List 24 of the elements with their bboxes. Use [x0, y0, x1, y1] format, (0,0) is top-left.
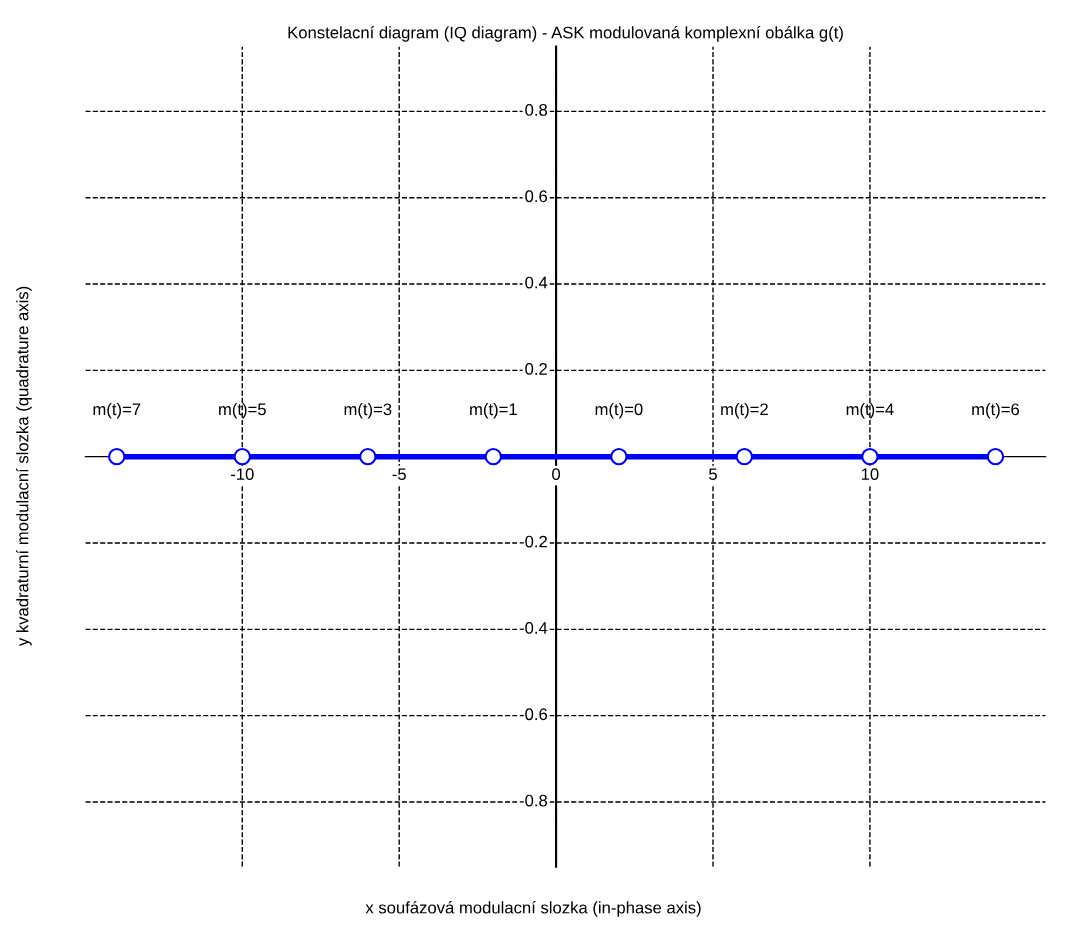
annotation: m(t)=4: [846, 402, 894, 419]
y-tick-label: 0.2: [525, 363, 547, 375]
y-tick-label: -0.6: [519, 708, 548, 721]
x-tick-label: -5: [392, 468, 406, 481]
annotation: m(t)=1: [470, 402, 517, 419]
x-tick-label: 5: [709, 468, 717, 481]
x-tick-label: -10: [230, 468, 254, 481]
annotation: m(t)=5: [219, 402, 266, 419]
annotation: m(t)=7: [93, 402, 141, 419]
annotation: m(t)=3: [344, 402, 392, 419]
y-tick-label: -0.2: [519, 535, 547, 548]
y-tick-label: -0.8: [519, 794, 548, 807]
x-axis-title: x soufázová modulacní slozka (in-phase axis): [365, 901, 701, 917]
annotation: m(t)=0: [595, 402, 643, 419]
y-tick-label: -0.4: [519, 622, 548, 634]
chart-title: Konstelacní diagram (IQ diagram) - ASK modulovaná komplexní obálka g(t): [288, 25, 843, 42]
y-tick-label: 0.6: [525, 190, 548, 203]
x-tick-label: 0: [552, 468, 561, 481]
y-axis-title: y kvadraturní modulacní slozka (quadrature axis): [16, 286, 32, 647]
x-tick-label: 10: [861, 468, 879, 481]
annotation: m(t)=2: [721, 402, 768, 419]
annotation: m(t)=6: [972, 402, 1020, 419]
y-tick-label: 0.4: [525, 276, 548, 289]
y-tick-label: 0.8: [525, 104, 548, 116]
